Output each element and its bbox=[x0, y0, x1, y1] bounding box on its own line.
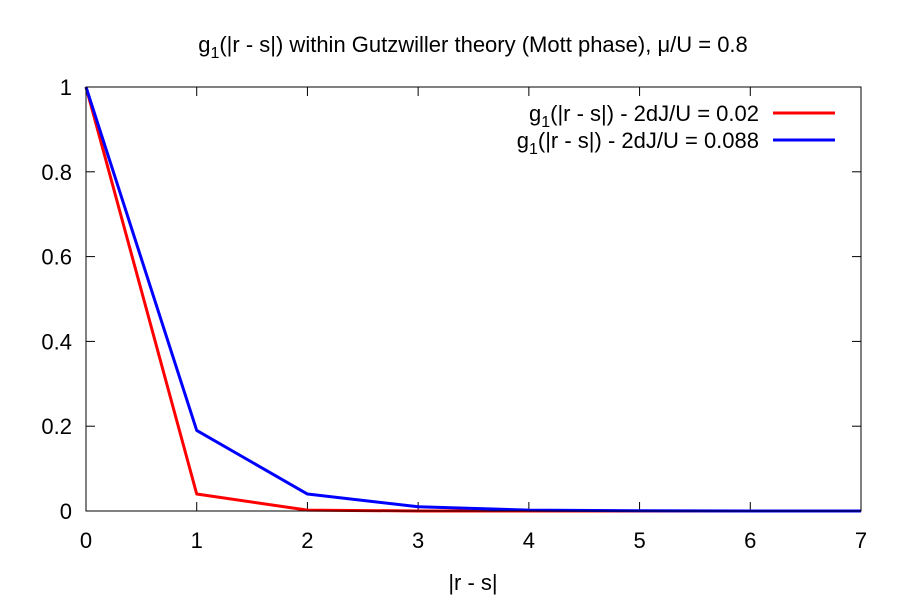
x-tick-label: 4 bbox=[523, 528, 535, 553]
x-tick-label: 5 bbox=[633, 528, 645, 553]
chart-title: g1(|r - s|) within Gutzwiller theory (Mo… bbox=[198, 32, 748, 62]
y-tick-label: 1 bbox=[60, 75, 72, 100]
legend-entry-1-label: g1(|r - s|) - 2dJ/U = 0.02 bbox=[529, 101, 759, 131]
y-axis-ticks: 0 0.2 0.4 0.6 0.8 1 bbox=[41, 75, 861, 524]
chart-title-subscript: 1 bbox=[210, 45, 219, 62]
legend-entry-2-rest: (|r - s|) - 2dJ/U = 0.088 bbox=[538, 128, 759, 153]
x-axis-ticks: 0 1 2 3 4 5 6 7 bbox=[80, 87, 867, 553]
y-tick-label: 0.4 bbox=[41, 329, 72, 354]
x-axis-label: |r - s| bbox=[448, 570, 497, 595]
x-tick-label: 0 bbox=[80, 528, 92, 553]
legend-entry-1-rest: (|r - s|) - 2dJ/U = 0.02 bbox=[550, 101, 759, 126]
chart-title-prefix: g bbox=[198, 32, 210, 57]
legend-entry-2-label: g1(|r - s|) - 2dJ/U = 0.088 bbox=[517, 128, 759, 158]
legend-entry-2-prefix: g bbox=[517, 128, 529, 153]
plot-frame bbox=[85, 86, 862, 512]
y-tick-label: 0.8 bbox=[41, 160, 72, 185]
y-tick-label: 0.6 bbox=[41, 245, 72, 270]
x-tick-label: 6 bbox=[744, 528, 756, 553]
x-tick-label: 2 bbox=[301, 528, 313, 553]
y-tick-label: 0.2 bbox=[41, 414, 72, 439]
legend-entry-2-subscript: 1 bbox=[529, 141, 538, 158]
legend: g1(|r - s|) - 2dJ/U = 0.02 g1(|r - s|) -… bbox=[517, 101, 835, 158]
chart-title-rest: (|r - s|) within Gutzwiller theory (Mott… bbox=[219, 32, 747, 57]
legend-entry-1-subscript: 1 bbox=[541, 114, 550, 131]
x-tick-label: 1 bbox=[191, 528, 203, 553]
y-tick-label: 0 bbox=[60, 499, 72, 524]
x-tick-label: 7 bbox=[855, 528, 867, 553]
x-tick-label: 3 bbox=[412, 528, 424, 553]
legend-entry-1-prefix: g bbox=[529, 101, 541, 126]
